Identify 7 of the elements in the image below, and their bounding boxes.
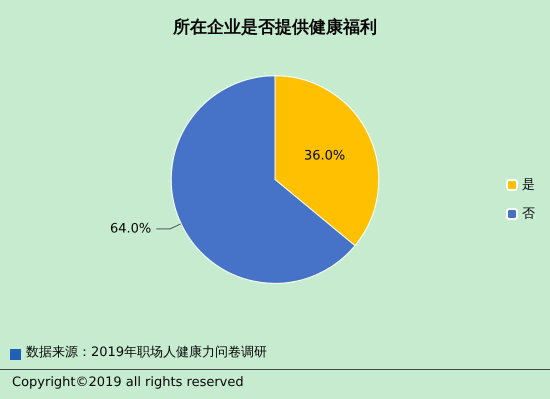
legend-label: 否	[522, 206, 535, 222]
data-label: 36.0%	[304, 148, 346, 164]
source-note: 数据来源：2019年职场人健康力问卷调研	[26, 345, 268, 360]
chart-title: 所在企业是否提供健康福利	[172, 18, 377, 38]
text: Copyright©2019 all rights reserved	[12, 375, 244, 390]
legend-label: 是	[522, 178, 535, 192]
data-label: 64.0%	[110, 221, 152, 236]
